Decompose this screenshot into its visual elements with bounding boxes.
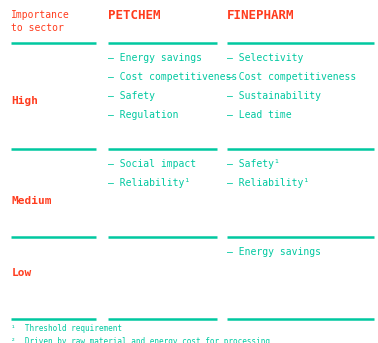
Text: – Reliability¹: – Reliability¹ [227, 178, 309, 188]
Text: – Safety¹: – Safety¹ [227, 159, 280, 169]
Text: – Sustainability: – Sustainability [227, 91, 321, 101]
Text: Importance
to sector: Importance to sector [11, 10, 70, 34]
Text: Medium: Medium [11, 196, 52, 205]
Text: High: High [11, 96, 38, 106]
Text: – Selectivity: – Selectivity [227, 53, 303, 63]
Text: PETCHEM: PETCHEM [108, 9, 160, 22]
Text: – Energy savings: – Energy savings [108, 53, 202, 63]
Text: – Lead time: – Lead time [227, 110, 291, 120]
Text: ²  Driven by raw material and energy cost for processing: ² Driven by raw material and energy cost… [11, 337, 270, 343]
Text: FINEPHARM: FINEPHARM [227, 9, 294, 22]
Text: – Reliability¹: – Reliability¹ [108, 178, 190, 188]
Text: Low: Low [11, 268, 32, 277]
Text: – Energy savings: – Energy savings [227, 247, 321, 257]
Text: – Cost competitiveness: – Cost competitiveness [108, 72, 237, 82]
Text: – Social impact: – Social impact [108, 159, 196, 169]
Text: – Safety: – Safety [108, 91, 155, 101]
Text: – Regulation: – Regulation [108, 110, 178, 120]
Text: ¹  Threshold requirement: ¹ Threshold requirement [11, 324, 122, 333]
Text: – Cost competitiveness: – Cost competitiveness [227, 72, 356, 82]
